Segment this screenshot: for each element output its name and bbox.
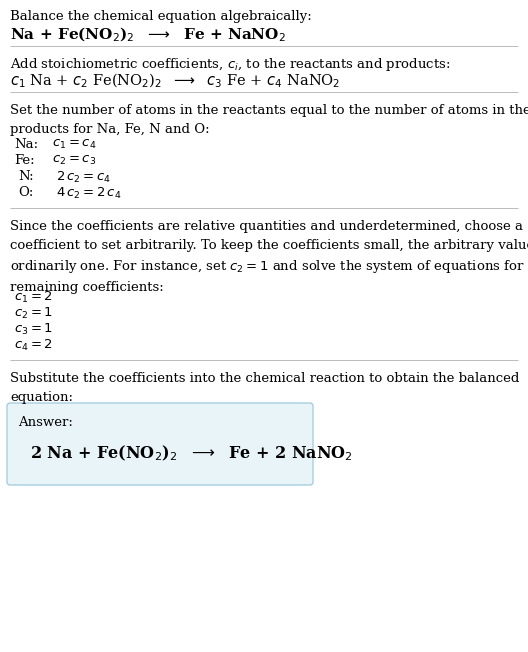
Text: $c_1 = 2$: $c_1 = 2$ (14, 290, 53, 305)
Text: $c_3 = 1$: $c_3 = 1$ (14, 322, 53, 337)
Text: Na:: Na: (14, 138, 38, 151)
Text: Answer:: Answer: (18, 416, 73, 429)
Text: Substitute the coefficients into the chemical reaction to obtain the balanced
eq: Substitute the coefficients into the che… (10, 372, 520, 404)
Text: $c_1$ Na + $c_2$ Fe(NO$_2$)$_2$  $\longrightarrow$  $c_3$ Fe + $c_4$ NaNO$_2$: $c_1$ Na + $c_2$ Fe(NO$_2$)$_2$ $\longri… (10, 72, 341, 91)
Text: $4\,c_2 = 2\,c_4$: $4\,c_2 = 2\,c_4$ (56, 186, 121, 201)
FancyBboxPatch shape (7, 403, 313, 485)
Text: Set the number of atoms in the reactants equal to the number of atoms in the
pro: Set the number of atoms in the reactants… (10, 104, 528, 136)
Text: Add stoichiometric coefficients, $c_i$, to the reactants and products:: Add stoichiometric coefficients, $c_i$, … (10, 56, 450, 73)
Text: $c_1 = c_4$: $c_1 = c_4$ (52, 138, 97, 151)
Text: O:: O: (18, 186, 33, 199)
Text: $2\,c_2 = c_4$: $2\,c_2 = c_4$ (56, 170, 111, 185)
Text: Fe:: Fe: (14, 154, 35, 167)
Text: $c_2 = c_3$: $c_2 = c_3$ (52, 154, 96, 167)
Text: Na + Fe(NO$_2$)$_2$  $\longrightarrow$  Fe + NaNO$_2$: Na + Fe(NO$_2$)$_2$ $\longrightarrow$ Fe… (10, 26, 286, 44)
Text: Since the coefficients are relative quantities and underdetermined, choose a
coe: Since the coefficients are relative quan… (10, 220, 528, 293)
Text: N:: N: (18, 170, 34, 183)
Text: 2 Na + Fe(NO$_2$)$_2$  $\longrightarrow$  Fe + 2 NaNO$_2$: 2 Na + Fe(NO$_2$)$_2$ $\longrightarrow$ … (30, 444, 353, 464)
Text: $c_2 = 1$: $c_2 = 1$ (14, 306, 53, 321)
Text: Balance the chemical equation algebraically:: Balance the chemical equation algebraica… (10, 10, 312, 23)
Text: $c_4 = 2$: $c_4 = 2$ (14, 338, 53, 353)
